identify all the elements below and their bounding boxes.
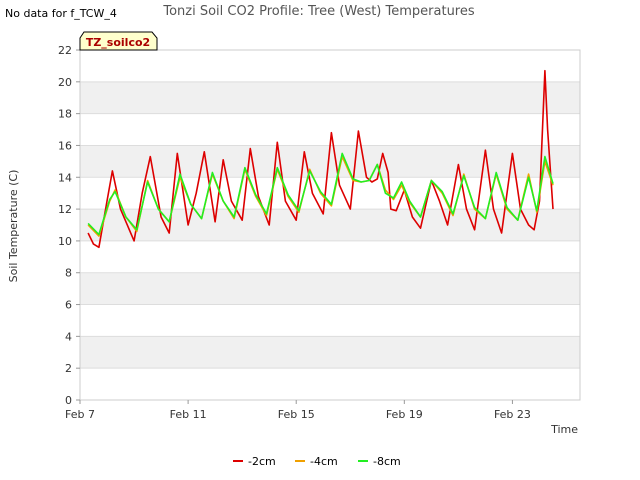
y-tick-label: 16 bbox=[58, 139, 72, 152]
x-tick-label: Feb 7 bbox=[65, 408, 95, 421]
legend-label: -8cm bbox=[373, 455, 401, 468]
y-tick-label: 14 bbox=[58, 171, 72, 184]
plot-frame bbox=[79, 49, 581, 401]
legend-item: -8cm bbox=[358, 455, 401, 468]
x-tick-label: Feb 11 bbox=[170, 408, 207, 421]
x-axis-label: Time bbox=[550, 423, 578, 436]
legend-label: -2cm bbox=[248, 455, 276, 468]
y-tick-label: 8 bbox=[65, 267, 72, 280]
legend-item: -4cm bbox=[295, 455, 338, 468]
y-tick-label: 20 bbox=[58, 76, 72, 89]
x-tick-label: Feb 23 bbox=[494, 408, 531, 421]
badge: TZ_soilco2 bbox=[79, 31, 158, 51]
legend-item: -2cm bbox=[233, 455, 276, 468]
chart-title: Tonzi Soil CO2 Profile: Tree (West) Temp… bbox=[162, 4, 475, 19]
grid-band bbox=[80, 336, 580, 369]
grid-band bbox=[80, 81, 580, 114]
badge-label: TZ_soilco2 bbox=[86, 36, 150, 49]
x-tick-label: Feb 19 bbox=[386, 408, 423, 421]
series-line-2cm bbox=[87, 69, 554, 249]
series-line-8cm bbox=[87, 152, 554, 236]
y-tick-label: 22 bbox=[58, 44, 72, 57]
legend-label: -4cm bbox=[310, 455, 338, 468]
y-tick-label: 10 bbox=[58, 235, 72, 248]
no-data-note: No data for f_TCW_4 bbox=[5, 7, 117, 20]
y-tick-label: 18 bbox=[58, 108, 72, 121]
y-tick-label: 12 bbox=[58, 203, 72, 216]
x-tick-label: Feb 15 bbox=[278, 408, 315, 421]
y-tick-label: 2 bbox=[65, 362, 72, 375]
y-tick-label: 0 bbox=[65, 394, 72, 407]
y-axis-label: Soil Temperature (C) bbox=[7, 170, 20, 283]
y-tick-label: 4 bbox=[65, 330, 72, 343]
legend: -2cm -4cm -8cm bbox=[233, 455, 401, 468]
y-tick-label: 6 bbox=[65, 299, 72, 312]
grid-band bbox=[80, 272, 580, 305]
